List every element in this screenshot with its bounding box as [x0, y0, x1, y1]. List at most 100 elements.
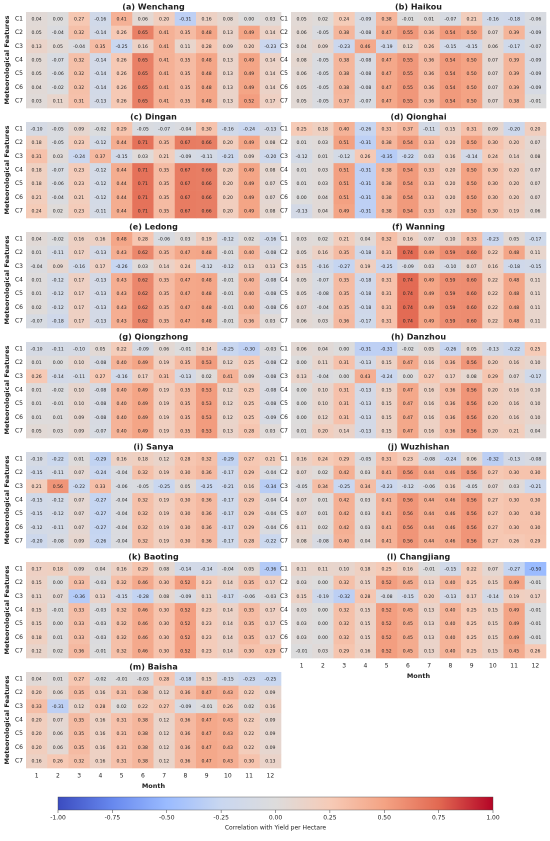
- cell-label: -0.27: [94, 511, 106, 517]
- heatmap-cell: [461, 616, 483, 631]
- cell-label: 0.40: [244, 278, 254, 284]
- heatmap-cell: [89, 190, 112, 205]
- heatmap-cell: [259, 232, 282, 247]
- heatmap-cell: [196, 232, 218, 247]
- heatmap-cell: [217, 204, 239, 219]
- cell-label: 0.41: [159, 44, 169, 50]
- cell-label: 0.13: [223, 58, 233, 64]
- heatmap-cell: [439, 355, 462, 370]
- cell-label: 0.59: [445, 278, 455, 284]
- cell-label: 0.10: [74, 360, 84, 366]
- cell-label: -0.09: [359, 16, 371, 22]
- heatmap-cell: [132, 726, 154, 741]
- heatmap-cell: [503, 452, 526, 467]
- heatmap-cell: [482, 232, 504, 247]
- heatmap-cell: [524, 562, 547, 577]
- cell-label: 0.43: [223, 718, 233, 724]
- heatmap-cell: [68, 232, 91, 247]
- heatmap-cell: [174, 479, 197, 494]
- y-tick-label: C4: [280, 277, 288, 284]
- cell-label: 0.52: [382, 635, 392, 641]
- heatmap-cell: [397, 342, 419, 357]
- heatmap-cell: [153, 699, 176, 714]
- heatmap-cell: [376, 149, 398, 164]
- heatmap-cell: [312, 589, 334, 604]
- heatmap-cell: [89, 232, 112, 247]
- cell-label: 0.36: [180, 745, 190, 751]
- heatmap-cell: [503, 232, 526, 247]
- cell-label: 0.30: [488, 195, 498, 201]
- cell-label: 0.23: [74, 181, 84, 187]
- cell-label: 0.01: [32, 401, 42, 407]
- cell-label: 0.13: [223, 30, 233, 36]
- y-tick-label: C4: [15, 57, 23, 64]
- cell-label: 0.40: [339, 539, 349, 545]
- heatmap-cell: [376, 273, 398, 288]
- cell-label: 0.35: [180, 360, 190, 366]
- heatmap-cell: [259, 122, 282, 137]
- heatmap-cell: [439, 122, 462, 137]
- heatmap-cell: [238, 355, 261, 370]
- cell-label: 0.25: [244, 415, 254, 421]
- heatmap-cell: [89, 204, 112, 219]
- cell-label: 0.08: [265, 168, 275, 174]
- heatmap-cell: [312, 12, 334, 27]
- cell-label: 0.52: [180, 621, 190, 627]
- cell-label: 0.32: [138, 470, 148, 476]
- cell-label: 0.20: [488, 388, 498, 394]
- cell-label: 0.16: [117, 566, 127, 572]
- cell-label: -0.12: [31, 525, 43, 531]
- heatmap-cell: [312, 259, 334, 274]
- cell-label: 0.19: [159, 470, 169, 476]
- cell-label: 0.35: [339, 278, 349, 284]
- y-tick-label: C4: [280, 497, 288, 504]
- cell-label: 0.09: [74, 429, 84, 435]
- heatmap-cell: [259, 273, 282, 288]
- heatmap-cell: [174, 190, 197, 205]
- heatmap-cell: [68, 465, 91, 480]
- cell-label: 0.32: [138, 498, 148, 504]
- cell-label: 0.07: [530, 181, 540, 187]
- heatmap-cell: [196, 25, 218, 40]
- heatmap-cell: [376, 465, 398, 480]
- heatmap-cell: [312, 163, 334, 178]
- heatmap-cell: [291, 520, 313, 535]
- cell-label: -0.13: [487, 346, 499, 352]
- cell-label: 0.54: [403, 209, 413, 215]
- cell-label: -0.25: [381, 264, 393, 270]
- cell-label: 0.29: [339, 649, 349, 655]
- heatmap-cell: [333, 575, 356, 590]
- heatmap-cell: [524, 465, 547, 480]
- cell-label: 0.08: [159, 594, 169, 600]
- cell-label: 0.30: [180, 511, 190, 517]
- cell-label: 0.49: [244, 209, 254, 215]
- cell-label: 0.10: [530, 401, 540, 407]
- cell-label: 0.47: [180, 291, 190, 297]
- heatmap-cell: [111, 94, 133, 109]
- cell-label: 0.17: [74, 291, 84, 297]
- cell-label: 0.09: [244, 374, 254, 380]
- heatmap-cell: [132, 204, 154, 219]
- heatmap-cell: [132, 396, 154, 411]
- cell-label: -0.12: [52, 511, 64, 517]
- cell-label: 0.30: [159, 635, 169, 641]
- heatmap-cell: [132, 300, 154, 315]
- cell-label: 0.52: [382, 649, 392, 655]
- heatmap-cell: [47, 163, 69, 178]
- cell-label: -0.02: [94, 126, 106, 132]
- heatmap-cell: [89, 685, 112, 700]
- cell-label: 0.23: [74, 140, 84, 146]
- heatmap-cell: [217, 713, 239, 728]
- heatmap-cell: [503, 369, 526, 384]
- heatmap-cell: [174, 740, 197, 755]
- heatmap-cell: [68, 369, 91, 384]
- heatmap-cell: [524, 342, 547, 357]
- heatmap-cell: [26, 176, 48, 191]
- heatmap-cell: [503, 204, 526, 219]
- cell-label: -0.03: [94, 608, 106, 614]
- heatmap-cell: [174, 176, 197, 191]
- heatmap-cell: [524, 135, 547, 150]
- cell-label: -0.15: [222, 676, 234, 682]
- heatmap-cell: [47, 66, 69, 81]
- heatmap-cell: [503, 479, 526, 494]
